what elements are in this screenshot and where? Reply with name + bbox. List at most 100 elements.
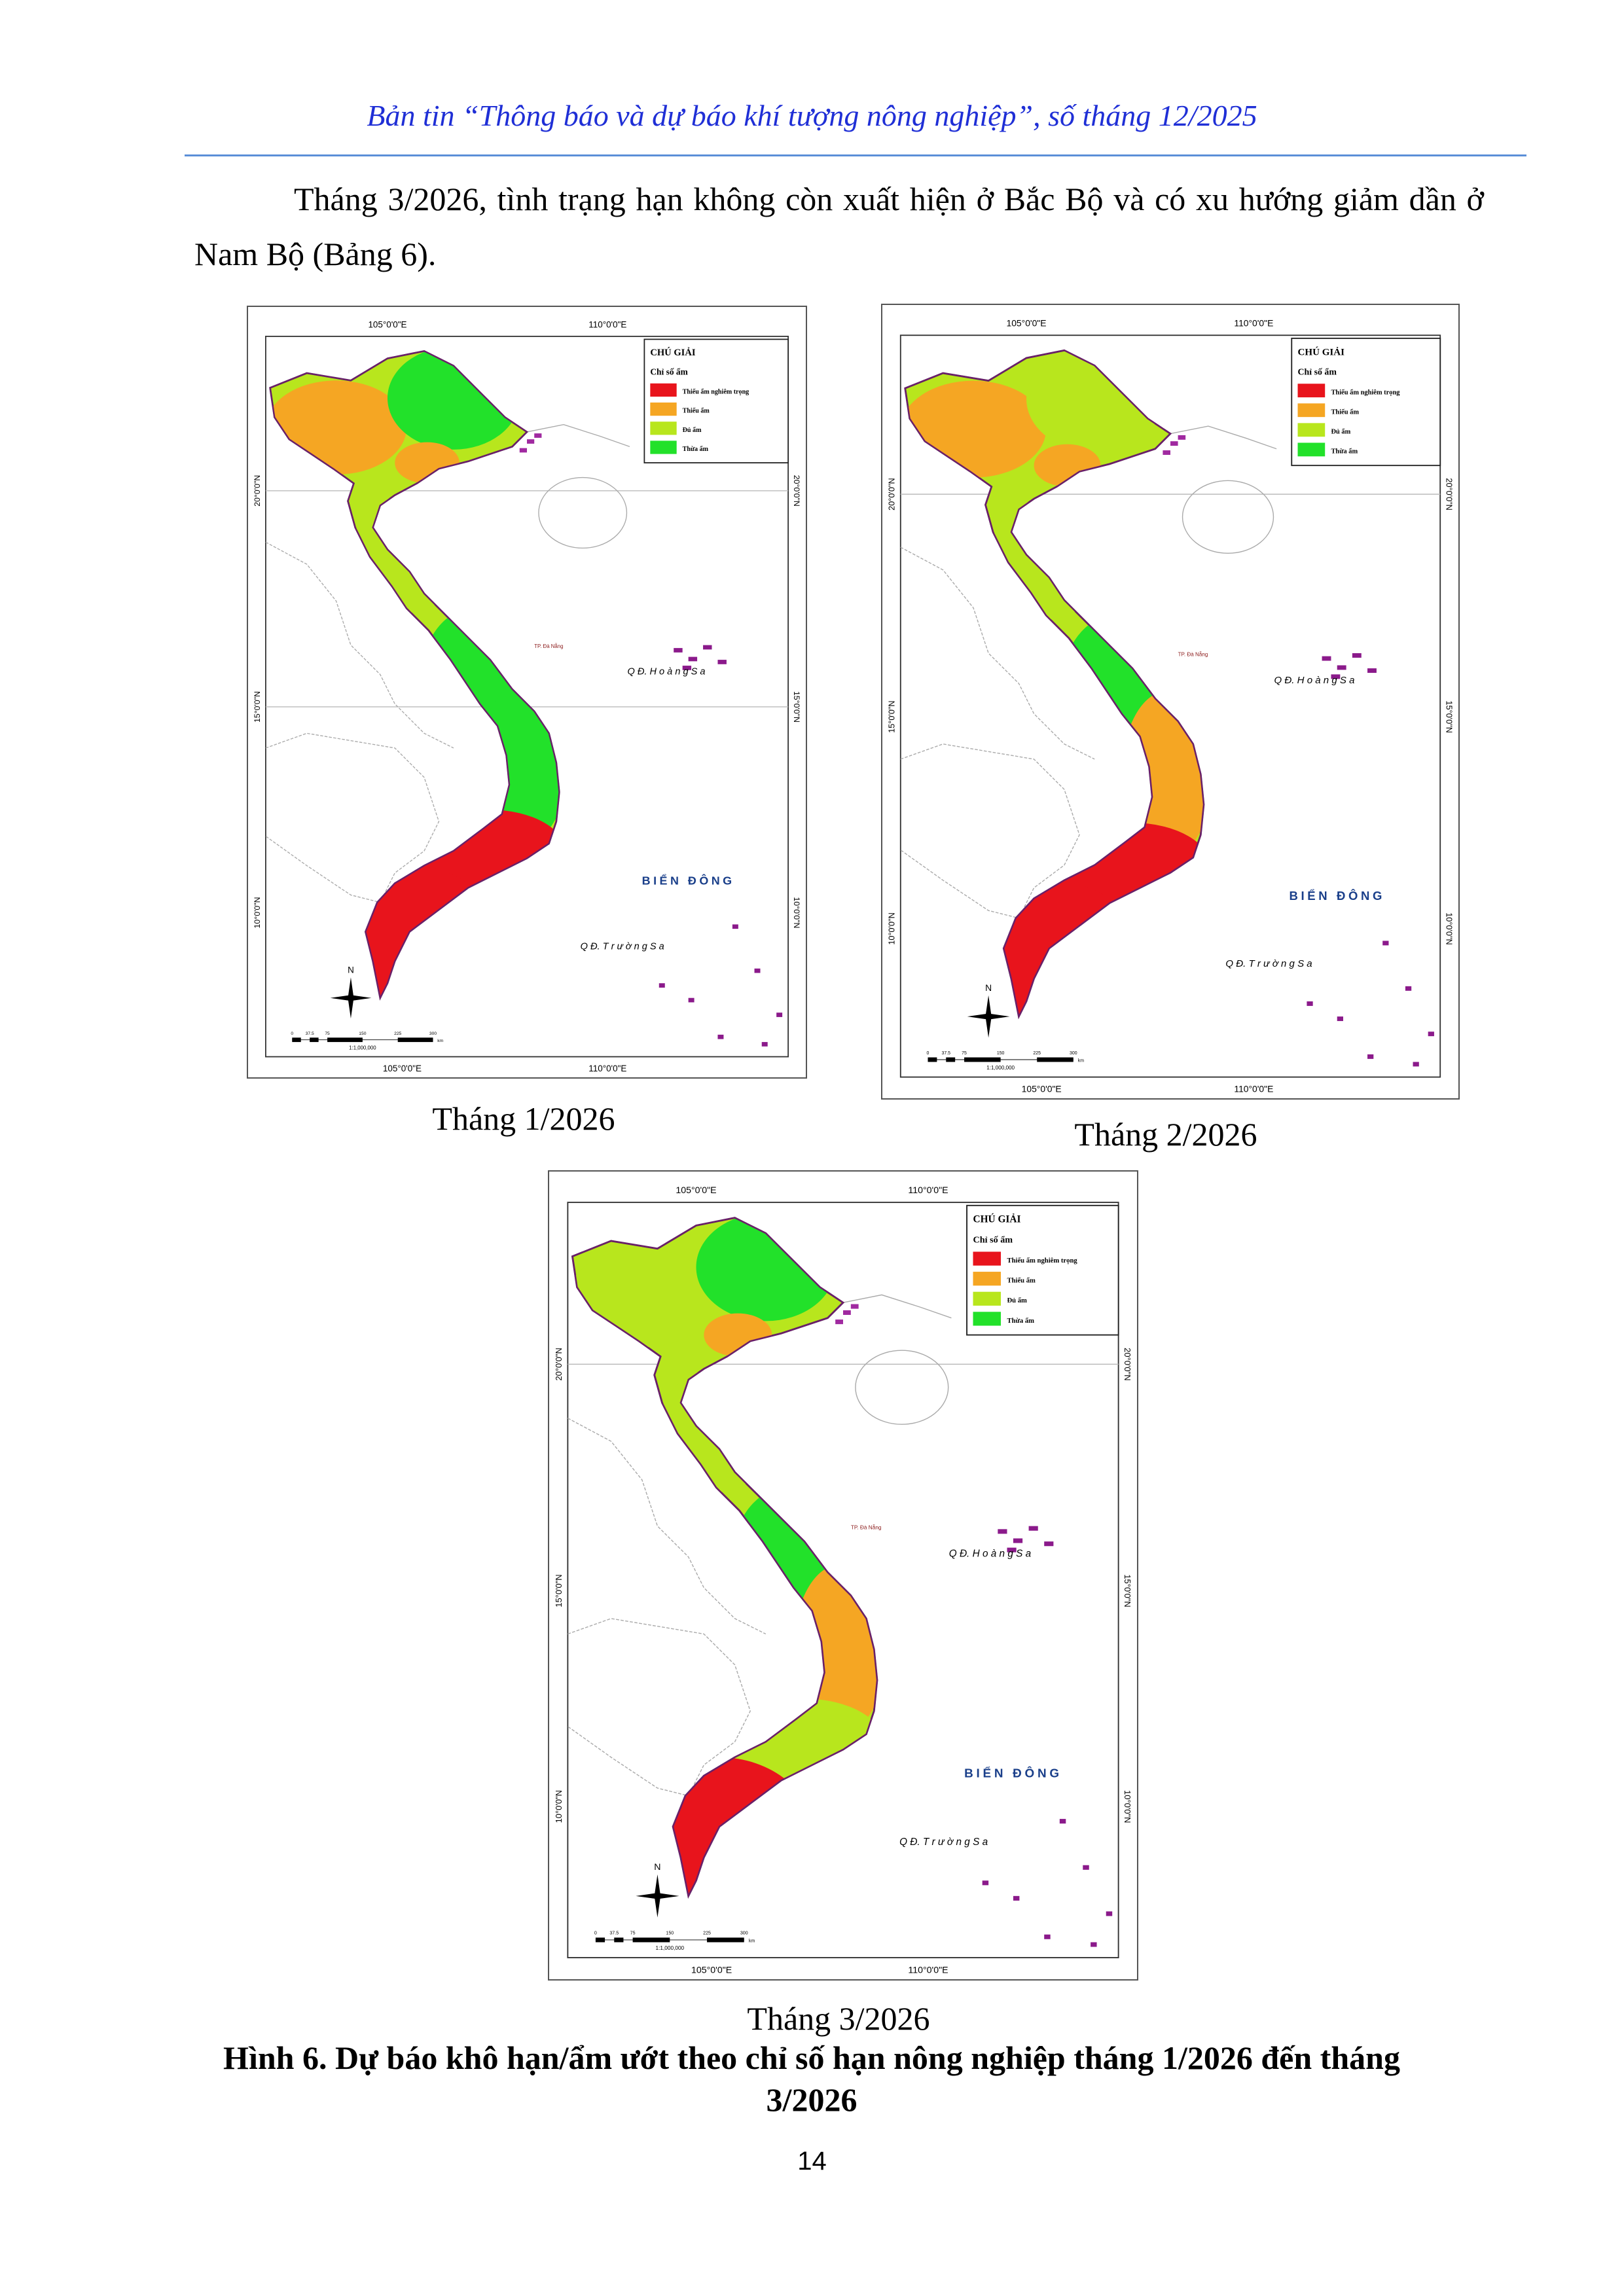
china-coast [526,423,630,448]
north-arrow-icon: N [967,982,1010,1038]
scale-tick-label: 75 [962,1051,967,1056]
lat-label-left: 15°0'0"N [554,1574,564,1607]
map-canvas: 105°0'0"E 110°0'0"E 105°0'0"E 110°0'0"E 20°0… [887,317,1454,1094]
spratly-island [1091,1942,1097,1947]
paracel-island [1007,1547,1017,1552]
zone-ne [1026,350,1163,452]
drought-map-feb-2026: 105°0'0"E 110°0'0"E 105°0'0"E 110°0'0"E 20°0… [881,304,1460,1100]
lon-label-top: 110°0'0"E [908,1185,948,1195]
page-header: Bản tin “Thông báo và dự báo khí tượng n… [367,99,1257,132]
paracel-island [1367,668,1377,673]
vietnam-outline [269,350,560,1001]
legend-label: Đủ ẩm [1007,1297,1027,1304]
hainan-island [538,476,628,549]
lat-label-left: 10°0'0"N [253,897,262,928]
lat-label-right: 20°0'0"N [792,475,801,507]
legend-swatch [650,403,677,416]
lon-label-bottom: 105°0'0"E [1022,1084,1062,1094]
spratly-island [1367,1054,1374,1059]
coastal-island [835,1319,843,1325]
legend-swatch [973,1251,1001,1266]
scale-tick-label: 300 [429,1031,437,1036]
spratly-label: Q Đ. T r ư ờ n g S a [581,942,664,952]
lon-label-bottom: 110°0'0"E [588,1064,626,1073]
vietnam-outline [571,1217,878,1899]
scale-tick-label: 37.5 [942,1051,951,1056]
map-legend: CHÚ GIẢI Chỉ số ẩm Thiếu ẩm nghiêm trọng Th… [1291,337,1441,467]
scale-tick-label: 0 [594,1931,597,1936]
lat-label-right: 10°0'0"N [1444,912,1454,944]
moisture-zones [572,1217,877,1896]
moisture-zones [270,351,560,998]
north-label: N [348,965,354,975]
lon-label-bottom: 105°0'0"E [691,1965,732,1975]
paracel-island [682,666,692,670]
map-caption-jan: Tháng 1/2026 [432,1100,615,1137]
paracel-island [688,656,698,662]
north-label: N [985,982,992,993]
legend-label: Đủ ẩm [1331,429,1350,436]
map-legend: CHÚ GIẢI Chỉ số ẩm Thiếu ẩm nghiêm trọng Th… [643,338,789,463]
legend-label: Thiếu ẩm nghiêm trọng [683,389,749,396]
spratly-island [732,924,738,929]
china-coast [842,1294,952,1319]
spratly-island [1106,1911,1113,1916]
spratly-island [1013,1895,1020,1901]
zone-nw [572,1248,717,1348]
coastal-island [527,439,535,444]
scale-ratio: 1:1,000,000 [349,1045,376,1050]
lat-label-right: 10°0'0"N [1123,1790,1132,1823]
figure-caption: Hình 6. Dự báo khô hạn/ẩm ướt theo chỉ s… [223,2039,1400,2118]
lon-label-top: 110°0'0"E [1234,317,1273,328]
paracel-island [717,660,727,664]
china-coast [1170,425,1277,450]
hainan-island [1182,480,1274,554]
paracel-island [1028,1526,1038,1531]
legend-swatch [650,383,677,397]
legend-label: Thiếu ẩm [1007,1278,1036,1285]
lon-label-bottom: 110°0'0"E [1234,1084,1273,1094]
paracel-island [1331,674,1341,679]
scale-tick-label: 0 [927,1051,929,1056]
page-number: 14 [797,2147,827,2176]
scale-tick-label: 225 [1033,1051,1041,1056]
scale-tick-label: 300 [740,1931,748,1936]
coastal-island [1178,435,1186,440]
lon-label-bottom: 110°0'0"E [908,1965,948,1975]
paracel-label: Q Đ. H o à n g S a [949,1549,1031,1560]
map-caption-mar: Tháng 3/2026 [747,2000,930,2037]
legend-label: Thừa ẩm [1331,448,1358,456]
legend-swatch [1297,384,1326,398]
legend-label: Thiếu ẩm nghiêm trọng [1331,389,1400,396]
legend-swatch [650,422,677,435]
scale-unit: km [1078,1058,1084,1063]
paracel-island [1044,1541,1054,1547]
lat-label-right: 15°0'0"N [792,691,801,723]
scale-tick-label: 225 [394,1031,401,1036]
zone-nw [270,380,407,475]
scale-tick-label: 150 [359,1031,366,1036]
map-canvas: 105°0'0"E 110°0'0"E 105°0'0"E 110°0'0"E 20°0… [554,1185,1132,1975]
scale-tick-label: 75 [325,1031,330,1036]
coastal-island [519,448,527,453]
north-label: N [654,1861,660,1872]
north-arrow-icon: N [636,1861,679,1918]
paracel-island [1013,1538,1023,1543]
legend-swatch [973,1272,1001,1286]
lat-label-left: 15°0'0"N [253,691,262,723]
lat-label-left: 20°0'0"N [253,475,262,507]
spratly-island [982,1880,989,1886]
coastal-island [843,1310,851,1316]
city-label-da-nang: TP. Đà Nẵng [534,643,563,649]
paracel-island [998,1529,1007,1534]
laos-border [900,547,1095,760]
map-inner-frame [265,336,789,1058]
spratly-island [659,983,665,988]
lon-label-bottom: 105°0'0"E [383,1064,422,1073]
legend-label: Đủ ẩm [683,427,702,434]
spratly-island [1337,1016,1343,1022]
scale-tick-label: 37.5 [306,1031,314,1036]
laos-border [265,541,454,749]
lat-label-right: 15°0'0"N [1123,1574,1132,1607]
scale-tick-label: 37.5 [609,1931,619,1936]
